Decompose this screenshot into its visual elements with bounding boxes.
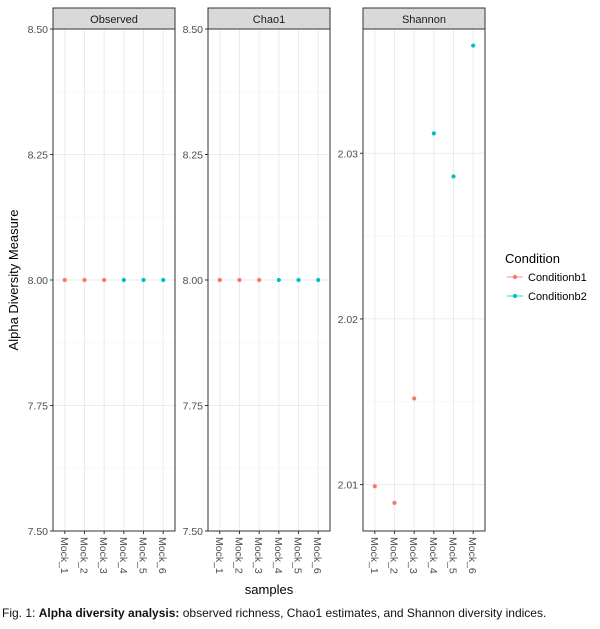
caption-prefix: Fig. 1: bbox=[2, 606, 39, 620]
x-tick-label: Mock_2 bbox=[77, 537, 89, 574]
y-tick-label: 2.01 bbox=[338, 480, 359, 492]
data-point bbox=[82, 277, 87, 283]
x-tick-label: Mock_5 bbox=[137, 537, 149, 574]
data-point bbox=[392, 500, 397, 505]
x-tick-label: Mock_1 bbox=[213, 537, 225, 574]
data-point bbox=[62, 277, 67, 283]
legend-label: Conditionb1 bbox=[528, 272, 587, 284]
y-tick-label: 8.00 bbox=[28, 275, 49, 287]
y-tick-label: 8.50 bbox=[183, 24, 204, 36]
x-tick-label: Mock_6 bbox=[156, 537, 168, 574]
y-tick-label: 8.50 bbox=[28, 24, 49, 36]
x-tick-label: Mock_5 bbox=[447, 537, 459, 574]
y-tick-label: 7.50 bbox=[183, 526, 204, 538]
data-point bbox=[471, 43, 476, 48]
data-point bbox=[121, 277, 126, 283]
data-point bbox=[276, 277, 281, 283]
caption-bold: Alpha diversity analysis: bbox=[38, 606, 180, 620]
y-tick-label: 7.75 bbox=[28, 401, 49, 413]
y-tick-label: 8.25 bbox=[183, 150, 204, 162]
data-point bbox=[257, 277, 262, 283]
panel-border bbox=[362, 28, 486, 532]
facet-strip-label: Chao1 bbox=[253, 14, 285, 26]
x-tick-label: Mock_3 bbox=[252, 537, 264, 574]
y-axis-title: Alpha Diversity Measure bbox=[6, 210, 21, 351]
data-point bbox=[141, 277, 146, 283]
panel-border bbox=[52, 28, 176, 532]
x-tick-label: Mock_1 bbox=[58, 537, 70, 574]
figure-caption: Fig. 1: Alpha diversity analysis: observ… bbox=[2, 606, 598, 620]
y-tick-label: 7.50 bbox=[28, 526, 49, 538]
data-point bbox=[161, 277, 166, 283]
x-tick-label: Mock_1 bbox=[368, 537, 380, 574]
data-point bbox=[237, 277, 242, 283]
x-tick-label: Mock_6 bbox=[466, 537, 478, 574]
data-point bbox=[451, 174, 456, 179]
facet-strip-label: Observed bbox=[90, 14, 138, 26]
x-tick-label: Mock_4 bbox=[272, 537, 284, 574]
legend-title: Condition bbox=[505, 251, 560, 266]
x-axis-title: samples bbox=[245, 582, 294, 597]
data-point bbox=[431, 131, 436, 136]
y-tick-label: 2.02 bbox=[338, 314, 359, 326]
x-tick-label: Mock_4 bbox=[427, 537, 439, 574]
data-point bbox=[102, 277, 107, 283]
legend-key-point bbox=[512, 293, 518, 299]
data-point bbox=[412, 396, 417, 401]
legend-key-point bbox=[512, 274, 518, 280]
y-tick-label: 8.00 bbox=[183, 275, 204, 287]
x-tick-label: Mock_4 bbox=[117, 537, 129, 574]
x-tick-label: Mock_6 bbox=[311, 537, 323, 574]
x-tick-label: Mock_2 bbox=[232, 537, 244, 574]
y-tick-label: 8.25 bbox=[28, 150, 49, 162]
facet-strip-label: Shannon bbox=[402, 14, 446, 26]
data-point bbox=[217, 277, 222, 283]
alpha-diversity-chart: Observed 7.50 7.75 8.00 8.25 8.50 Mock_1 Mock_2… bbox=[6, 7, 587, 597]
data-point bbox=[372, 484, 377, 489]
y-tick-label: 2.03 bbox=[338, 148, 359, 160]
x-tick-label: Mock_3 bbox=[97, 537, 109, 574]
panel-border bbox=[207, 28, 331, 532]
data-point bbox=[296, 277, 301, 283]
legend-label: Conditionb2 bbox=[528, 291, 587, 303]
x-tick-label: Mock_5 bbox=[292, 537, 304, 574]
data-point bbox=[316, 277, 321, 283]
caption-rest: observed richness, Chao1 estimates, and … bbox=[179, 606, 547, 620]
x-tick-label: Mock_2 bbox=[387, 537, 399, 574]
y-tick-label: 7.75 bbox=[183, 401, 204, 413]
panel-background bbox=[363, 29, 485, 531]
x-tick-label: Mock_3 bbox=[407, 537, 419, 574]
